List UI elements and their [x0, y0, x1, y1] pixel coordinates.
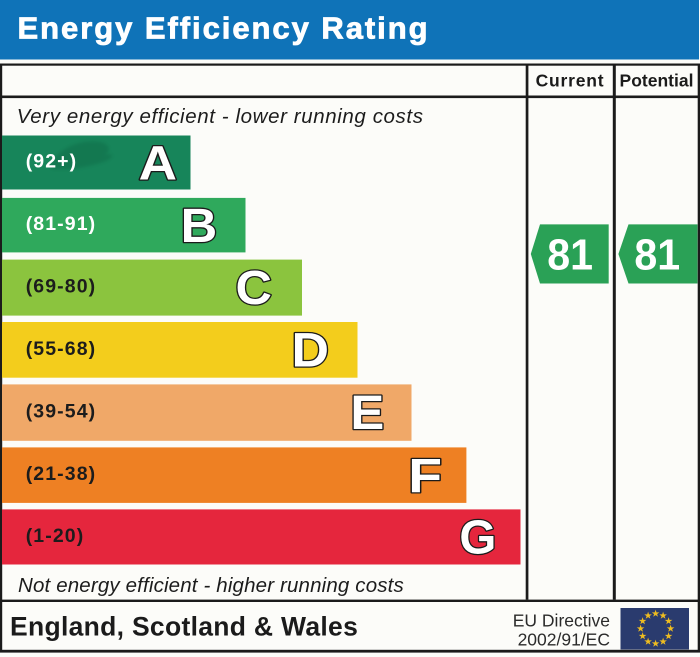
svg-text:Energy Efficiency Rating: Energy Efficiency Rating: [18, 10, 430, 45]
svg-text:F: F: [408, 450, 442, 503]
svg-text:(69-80): (69-80): [26, 276, 97, 298]
svg-text:EU Directive: EU Directive: [513, 611, 610, 631]
svg-text:G: G: [459, 512, 496, 565]
svg-text:Potential: Potential: [620, 71, 694, 91]
svg-text:Not energy efficient - higher: Not energy efficient - higher running co…: [18, 574, 404, 597]
svg-text:B: B: [181, 200, 218, 253]
svg-text:Current: Current: [536, 71, 605, 91]
svg-text:Very energy efficient - lower: Very energy efficient - lower running co…: [17, 105, 424, 128]
svg-text:81: 81: [634, 231, 680, 279]
svg-text:(21-38): (21-38): [26, 463, 97, 485]
svg-text:(92+): (92+): [26, 151, 78, 173]
svg-text:England, Scotland & Wales: England, Scotland & Wales: [10, 612, 358, 642]
svg-text:A: A: [139, 138, 177, 191]
svg-text:E: E: [350, 387, 384, 440]
svg-text:D: D: [292, 324, 330, 377]
svg-text:C: C: [236, 262, 272, 315]
svg-text:(39-54): (39-54): [26, 401, 97, 423]
svg-text:2002/91/EC: 2002/91/EC: [518, 630, 610, 650]
svg-text:(1-20): (1-20): [26, 525, 85, 547]
svg-text:81: 81: [547, 231, 593, 279]
svg-text:(55-68): (55-68): [26, 338, 97, 360]
svg-text:(81-91): (81-91): [26, 213, 97, 235]
